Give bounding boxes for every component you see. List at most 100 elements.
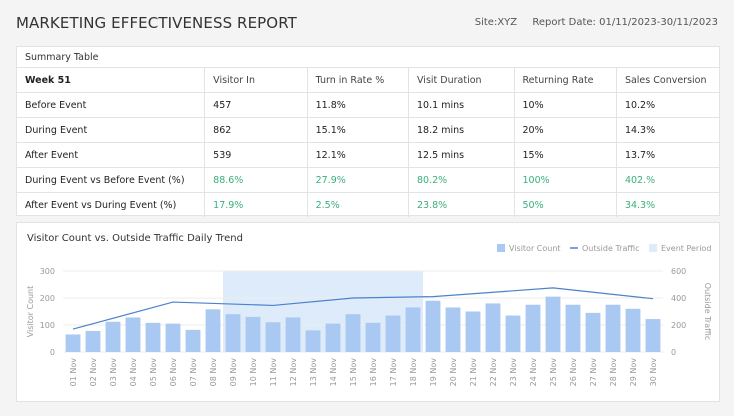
y-tick-left: 100 xyxy=(40,321,55,330)
summary-caption: Summary Table xyxy=(17,47,719,68)
table-cell: 457 xyxy=(204,92,308,118)
y-tick-left: 0 xyxy=(50,348,55,357)
table-cell-positive: 34.3% xyxy=(624,199,656,211)
x-tick-label: 21 Nov xyxy=(469,358,478,387)
table-cell-positive: 100% xyxy=(514,167,617,193)
table-cell-positive: 27.9% xyxy=(307,167,410,193)
column-header: Returning Rate xyxy=(514,67,617,93)
table-row: After Event vs During Event (%) 17.9% 2.… xyxy=(17,192,719,217)
x-tick-label: 16 Nov xyxy=(369,358,378,387)
table-cell: 539 xyxy=(204,142,308,168)
x-tick-label: 19 Nov xyxy=(429,358,438,387)
table-cell-positive: 2.5% xyxy=(307,192,410,217)
x-tick-label: 23 Nov xyxy=(509,358,518,387)
x-tick-label: 20 Nov xyxy=(449,358,458,387)
y-axis-label-right: Outside Traffic xyxy=(703,283,712,340)
x-tick-label: 15 Nov xyxy=(349,358,358,387)
table-cell: 11.8% xyxy=(307,92,410,118)
y-tick-right: 200 xyxy=(671,321,686,330)
column-header: Visit Duration xyxy=(408,67,515,93)
visitor-count-bar xyxy=(605,304,621,352)
x-tick-label: 14 Nov xyxy=(329,358,338,387)
visitor-count-bar xyxy=(545,296,561,352)
table-row: After Event 539 12.1% 12.5 mins 15% 13.7… xyxy=(17,142,719,168)
visitor-count-bar xyxy=(205,309,221,352)
y-tick-left: 300 xyxy=(40,267,55,276)
visitor-count-bar xyxy=(65,334,81,352)
y-tick-right: 600 xyxy=(671,267,686,276)
table-cell: 12.1% xyxy=(307,142,410,168)
visitor-count-bar xyxy=(345,314,361,352)
x-tick-label: 26 Nov xyxy=(569,358,578,387)
table-row: Before Event 457 11.8% 10.1 mins 10% 10.… xyxy=(17,92,719,118)
table-cell: 15% xyxy=(514,142,617,168)
visitor-count-bar xyxy=(145,322,161,352)
summary-table-card: Summary Table Week 51 Visitor In Turn in… xyxy=(16,46,720,217)
table-cell-positive: 17.9% xyxy=(204,192,308,217)
x-tick-label: 11 Nov xyxy=(269,358,278,387)
visitor-count-bar xyxy=(405,307,421,352)
x-tick-label: 25 Nov xyxy=(549,358,558,387)
table-cell-positive: 402.% xyxy=(616,167,719,193)
x-tick-label: 24 Nov xyxy=(529,358,538,387)
visitor-count-bar xyxy=(425,300,441,352)
site-label: Site:XYZ xyxy=(474,17,518,28)
y-tick-right: 400 xyxy=(671,294,686,303)
x-tick-label: 09 Nov xyxy=(229,358,238,387)
x-tick-label: 17 Nov xyxy=(389,358,398,387)
table-cell: 12.5 mins xyxy=(408,142,515,168)
x-tick-label: 29 Nov xyxy=(629,358,638,387)
legend-swatch-event-period xyxy=(649,244,657,252)
y-tick-left: 200 xyxy=(40,294,55,303)
x-tick-label: 01 Nov xyxy=(69,358,78,387)
visitor-count-bar xyxy=(585,312,601,352)
table-cell-positive: 80.2% xyxy=(408,167,515,193)
visitor-count-bar xyxy=(505,315,521,352)
legend-label: Outside Traffic xyxy=(582,244,639,253)
x-tick-label: 30 Nov xyxy=(649,358,658,387)
x-tick-label: 28 Nov xyxy=(609,358,618,387)
table-cell: 18.2 mins xyxy=(408,117,515,143)
report-header: MARKETING EFFECTIVENESS REPORT Site:XYZ … xyxy=(16,12,718,36)
x-tick-label: 06 Nov xyxy=(169,358,178,387)
summary-table: Summary Table Week 51 Visitor In Turn in… xyxy=(17,47,719,217)
column-header: Turn in Rate % xyxy=(307,67,410,93)
visitor-count-bar xyxy=(225,314,241,352)
table-cell: 14.3% xyxy=(616,117,719,143)
trend-chart-card: Visitor Count vs. Outside Traffic Daily … xyxy=(16,222,720,402)
x-tick-label: 05 Nov xyxy=(149,358,158,387)
x-tick-label: 27 Nov xyxy=(589,358,598,387)
visitor-count-bar xyxy=(365,322,381,352)
column-header: Visitor In xyxy=(204,67,308,93)
row-label: During Event xyxy=(17,117,206,143)
visitor-count-bar xyxy=(285,317,301,352)
visitor-count-bar xyxy=(485,303,501,352)
visitor-count-bar xyxy=(625,308,641,352)
x-tick-label: 03 Nov xyxy=(109,358,118,387)
summary-caption-row: Summary Table xyxy=(17,47,719,68)
y-axis-label-left: Visitor Count xyxy=(26,286,35,338)
visitor-count-bar xyxy=(305,330,321,352)
x-tick-label: 10 Nov xyxy=(249,358,258,387)
table-cell-positive: 50% xyxy=(514,192,617,217)
table-row: During Event vs Before Event (%) 88.6% 2… xyxy=(17,167,719,193)
visitor-count-bar xyxy=(85,330,101,352)
x-tick-label: 07 Nov xyxy=(189,358,198,387)
visitor-count-bar xyxy=(465,311,481,352)
chart-title: Visitor Count vs. Outside Traffic Daily … xyxy=(27,233,243,244)
table-cell: 10% xyxy=(514,92,617,118)
table-cell: 10.1 mins xyxy=(408,92,515,118)
row-label: Before Event xyxy=(17,92,206,118)
table-cell: 15.1% xyxy=(307,117,410,143)
x-tick-label: 18 Nov xyxy=(409,358,418,387)
visitor-count-bar xyxy=(165,323,181,352)
legend-swatch-visitor-count xyxy=(497,244,505,252)
legend-label: Event Period xyxy=(661,244,711,253)
visitor-count-bar xyxy=(645,319,661,352)
column-header: Sales Conversion xyxy=(616,67,719,93)
visitor-count-bar xyxy=(445,307,461,352)
report-meta: Site:XYZ Report Date: 01/11/2023-30/11/2… xyxy=(463,17,718,28)
outside-traffic-line xyxy=(72,287,654,330)
visitor-count-bar xyxy=(105,321,121,352)
visitor-count-bar xyxy=(565,304,581,352)
